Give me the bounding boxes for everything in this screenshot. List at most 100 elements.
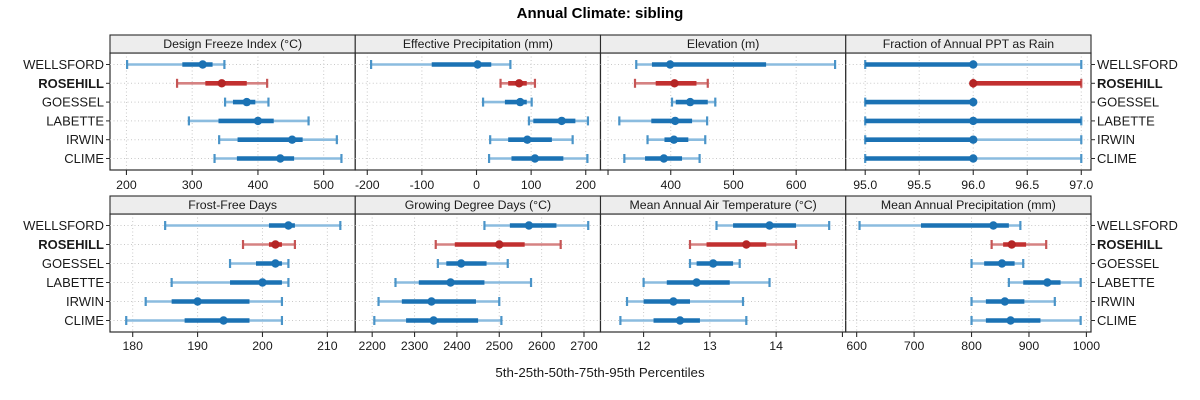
station-label-right-wellsford: WELLSFORD bbox=[1097, 218, 1178, 233]
axis-tick-label: 96.0 bbox=[961, 178, 985, 192]
median-dot bbox=[495, 240, 504, 249]
panel-frost-free-days: 180 190 200 210 Frost-Free Days bbox=[106, 195, 356, 353]
station-label-left-rosehill: ROSEHILL bbox=[38, 237, 104, 252]
panel-title: Growing Degree Days (°C) bbox=[405, 198, 551, 212]
panel-title: Mean Annual Air Temperature (°C) bbox=[630, 198, 817, 212]
series-goessel bbox=[228, 259, 290, 268]
series-labette bbox=[170, 278, 290, 287]
median-dot bbox=[271, 259, 280, 268]
series-clime bbox=[970, 316, 1082, 325]
station-label-right-goessel: GOESSEL bbox=[1097, 256, 1159, 271]
median-dot bbox=[276, 154, 285, 163]
series-goessel bbox=[688, 259, 741, 268]
axis-tick-label: 95.0 bbox=[853, 178, 877, 192]
axis-tick-label: 900 bbox=[1019, 339, 1040, 353]
series-rosehill bbox=[175, 78, 269, 88]
median-dot bbox=[219, 316, 228, 325]
series-clime bbox=[864, 154, 1083, 163]
series-irwin bbox=[864, 135, 1083, 145]
axis-tick-label: 2400 bbox=[443, 339, 471, 353]
median-dot bbox=[1007, 240, 1016, 249]
series-labette bbox=[394, 278, 533, 287]
station-label-right-clime: CLIME bbox=[1097, 151, 1137, 166]
series-rosehill bbox=[990, 240, 1048, 249]
series-wellsford bbox=[125, 60, 226, 69]
median-dot bbox=[969, 60, 978, 69]
axis-tick-label: 96.5 bbox=[1015, 178, 1039, 192]
axis-tick-label: 14 bbox=[769, 339, 783, 353]
axis-tick-label: 95.5 bbox=[907, 178, 931, 192]
station-label-right-goessel: GOESSEL bbox=[1097, 95, 1159, 110]
median-dot bbox=[193, 297, 202, 306]
series-clime bbox=[125, 316, 284, 325]
panel-mean-annual-precipitation-mm: 600 700 800 900 1000 Mean Annual Precipitatio… bbox=[845, 195, 1100, 353]
axis-tick-label: 12 bbox=[637, 339, 651, 353]
chart-caption: 5th-25th-50th-75th-95th Percentiles bbox=[495, 365, 705, 380]
station-label-left-clime: CLIME bbox=[64, 313, 104, 328]
panel-design-freeze-index-c: 200 300 400 500 Design Freeze Index (°C) bbox=[106, 34, 356, 192]
axis-tick-label: 0 bbox=[473, 178, 480, 192]
series-labette bbox=[187, 116, 310, 126]
station-label-left-goessel: GOESSEL bbox=[42, 256, 104, 271]
median-dot bbox=[708, 259, 718, 268]
series-wellsford bbox=[864, 60, 1083, 69]
axis-tick-label: 100 bbox=[521, 178, 542, 192]
chart-title: Annual Climate: sibling bbox=[517, 5, 684, 22]
panel-header bbox=[845, 195, 1092, 215]
axis-tick-label: 200 bbox=[575, 178, 596, 192]
median-dot bbox=[557, 116, 566, 126]
axis-tick-label: 700 bbox=[904, 339, 925, 353]
median-dot bbox=[969, 154, 978, 163]
panel-title: Design Freeze Index (°C) bbox=[163, 37, 302, 51]
series-wellsford bbox=[635, 60, 837, 69]
axis-tick-label: 210 bbox=[317, 339, 338, 353]
series-labette bbox=[864, 116, 1083, 126]
series-clime bbox=[213, 154, 343, 163]
series-labette bbox=[618, 116, 709, 126]
series-irwin bbox=[218, 135, 338, 145]
series-wellsford bbox=[483, 221, 590, 230]
median-dot bbox=[669, 297, 678, 306]
median-dot bbox=[1006, 316, 1015, 325]
axis-tick-label: 500 bbox=[723, 178, 744, 192]
median-dot bbox=[670, 79, 679, 88]
median-dot bbox=[670, 116, 680, 126]
median-dot bbox=[969, 97, 978, 107]
panel-plot-area bbox=[845, 213, 1092, 333]
series-rosehill bbox=[499, 78, 537, 88]
median-dot bbox=[456, 259, 466, 268]
panel-title: Effective Precipitation (mm) bbox=[403, 37, 553, 51]
panel-plot-area bbox=[109, 52, 356, 171]
axis-tick-label: 500 bbox=[313, 178, 334, 192]
panel-plot-area bbox=[354, 213, 602, 333]
station-label-right-labette: LABETTE bbox=[1097, 275, 1155, 290]
median-dot bbox=[969, 116, 978, 126]
median-dot bbox=[685, 97, 695, 107]
median-dot bbox=[198, 60, 207, 69]
axis-tick-label: 2200 bbox=[359, 339, 387, 353]
median-dot bbox=[659, 154, 669, 163]
axis-tick-label: 200 bbox=[116, 178, 137, 192]
axis-tick-label: 2500 bbox=[486, 339, 514, 353]
series-labette bbox=[642, 278, 771, 287]
median-dot bbox=[989, 221, 998, 230]
axis-tick-label: 200 bbox=[252, 339, 273, 353]
station-label-left-wellsford: WELLSFORD bbox=[23, 218, 104, 233]
station-label-left-irwin: IRWIN bbox=[66, 294, 104, 309]
axis-tick-label: 600 bbox=[786, 178, 807, 192]
axis-tick-label: 400 bbox=[660, 178, 681, 192]
median-dot bbox=[675, 316, 685, 325]
series-rosehill bbox=[633, 78, 709, 88]
series-clime bbox=[487, 154, 589, 163]
series-rosehill bbox=[688, 240, 798, 249]
axis-tick-label: 180 bbox=[122, 339, 143, 353]
panel-fraction-of-annual-ppt-as-rain: 95.0 95.5 96.0 96.5 97.0 Fraction of Annual P… bbox=[845, 34, 1095, 192]
median-dot bbox=[258, 278, 267, 287]
panel-growing-degree-days-c: 2200 2300 2400 2500 2600 2700 Growing Degree D… bbox=[354, 195, 602, 353]
median-dot bbox=[271, 240, 280, 249]
series-wellsford bbox=[164, 221, 342, 230]
median-dot bbox=[765, 221, 774, 230]
series-goessel bbox=[670, 97, 717, 107]
median-dot bbox=[665, 60, 675, 69]
